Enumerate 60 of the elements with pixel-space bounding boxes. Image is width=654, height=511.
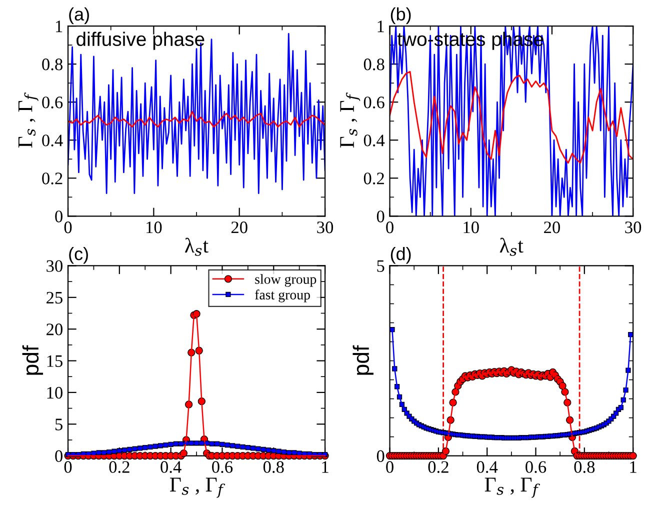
x-tick-label: 0.2	[428, 461, 448, 473]
text: (d)	[390, 246, 411, 264]
y-tick-label: 0.2	[364, 172, 384, 184]
y-tick-label: 0.6	[364, 96, 384, 108]
y-axis-title: pdf	[352, 345, 374, 375]
y-tick-label: 20	[46, 324, 62, 336]
y-tick-label: 0.6	[42, 96, 63, 108]
x-tick-label: 0.4	[160, 461, 182, 473]
y-tick-label: 0.4	[364, 134, 385, 146]
x-tick-label: 30	[625, 222, 642, 234]
legend-label: fast group	[255, 290, 310, 302]
x-tick-label: 1	[322, 461, 328, 473]
y-tick-label: 1	[378, 20, 384, 32]
x-tick-label: 0	[386, 222, 394, 234]
x-tick-label: 0.6	[526, 461, 546, 473]
x-axis-title: Γ$_{s}$ , Γ$_{f}$	[170, 478, 226, 498]
y-tick-label: 25	[46, 292, 62, 304]
y-tick-label: 0	[55, 210, 62, 222]
x-tick-label: 20	[231, 222, 248, 234]
line-series	[68, 32, 326, 194]
x-tick-label: 0	[64, 461, 72, 473]
text: (a)	[69, 7, 89, 24]
x-tick-label: 0.2	[109, 461, 130, 473]
line-series	[390, 26, 634, 216]
x-tick-label: 0.6	[212, 461, 233, 473]
y-tick-label: 10	[47, 386, 62, 399]
x-tick-label: 0.8	[574, 461, 595, 473]
line-series	[390, 70, 634, 164]
x-tick-label: 0.4	[476, 461, 498, 473]
x-axis-title: λ$_{s}$t	[184, 238, 208, 256]
y-tick-label: 0.2	[42, 172, 62, 184]
x-tick-label: 1	[630, 461, 636, 473]
y-tick-label: 0.4	[42, 134, 63, 146]
y-tick-label: 1	[56, 20, 62, 32]
y-tick-label: 0	[376, 450, 384, 462]
y-axis-title: Γ$_{s}$ , Γ$_{f}$	[18, 92, 38, 148]
x-tick-label: 0	[386, 461, 394, 473]
y-axis-title: Γ$_{s}$ , Γ$_{f}$	[340, 92, 360, 148]
x-axis-title: Γ$_{s}$ , Γ$_{f}$	[484, 478, 540, 498]
y-tick-label: 5	[377, 260, 384, 272]
y-tick-label: 5	[55, 418, 62, 430]
x-axis-title: λ$_{s}$t	[500, 238, 524, 256]
y-tick-label: 15	[47, 355, 62, 367]
text: (c)	[69, 246, 88, 264]
y-tick-label: 0	[55, 450, 62, 462]
line-series	[68, 110, 326, 128]
x-tick-label: 10	[464, 222, 479, 234]
y-tick-label: 30	[46, 260, 62, 272]
x-tick-label: 0.8	[263, 461, 284, 473]
y-tick-label: 0.8	[364, 58, 384, 70]
y-tick-label: 0.8	[42, 58, 62, 70]
x-tick-label: 20	[544, 222, 560, 234]
annotation: diffusive phase	[76, 32, 204, 50]
legend-label: slow group	[255, 274, 316, 287]
y-axis-title: pdf	[22, 345, 44, 375]
x-tick-label: 30	[317, 222, 334, 234]
text: (b)	[390, 7, 411, 24]
y-tick-label: 0	[376, 210, 384, 222]
x-tick-label: 10	[146, 222, 162, 234]
x-tick-label: 0	[64, 222, 72, 234]
